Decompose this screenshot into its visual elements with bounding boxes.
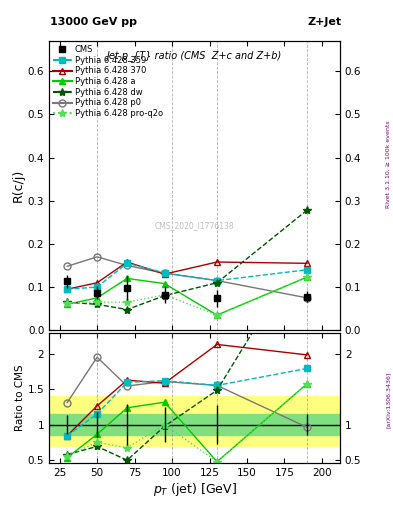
Text: Rivet 3.1.10, ≥ 100k events: Rivet 3.1.10, ≥ 100k events xyxy=(386,120,391,208)
Legend: CMS, Pythia 6.428 359, Pythia 6.428 370, Pythia 6.428 a, Pythia 6.428 dw, Pythia: CMS, Pythia 6.428 359, Pythia 6.428 370,… xyxy=(51,44,165,120)
Y-axis label: Ratio to CMS: Ratio to CMS xyxy=(15,365,25,432)
X-axis label: $p_T$ (jet) [GeV]: $p_T$ (jet) [GeV] xyxy=(152,481,237,498)
Text: [arXiv:1306.3436]: [arXiv:1306.3436] xyxy=(386,371,391,428)
Bar xyxy=(49,396,340,446)
Text: CMS_2020_I1776138: CMS_2020_I1776138 xyxy=(155,222,234,230)
Bar xyxy=(49,414,340,435)
Text: Z+Jet: Z+Jet xyxy=(308,16,342,27)
Text: 13000 GeV pp: 13000 GeV pp xyxy=(50,16,137,27)
Text: Jet p_{T} ratio (CMS  Z+c and Z+b): Jet p_{T} ratio (CMS Z+c and Z+b) xyxy=(107,50,282,60)
Y-axis label: R(c/j): R(c/j) xyxy=(12,169,25,202)
